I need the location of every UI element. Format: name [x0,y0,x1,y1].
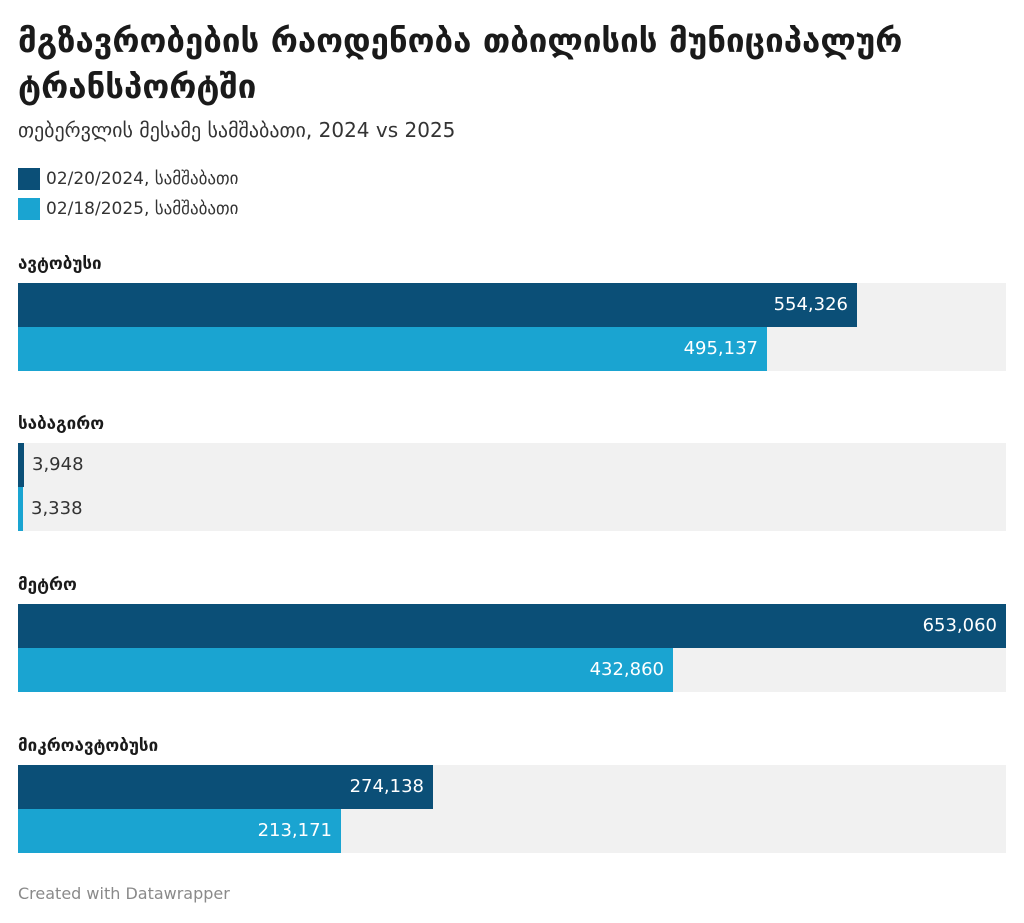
bar-track: 3,338 [18,487,1006,531]
bar-cable-car-2025 [18,487,23,531]
data-label: 213,171 [257,820,332,841]
bar-group-cable-car: საბაგირო 3,948 3,338 [18,413,1006,531]
category-label: მეტრო [18,575,77,595]
legend: 02/20/2024, სამშაბათი 02/18/2025, სამშაბ… [18,164,238,224]
data-label: 554,326 [773,294,848,315]
bar-track: 495,137 [18,327,1006,371]
bar-group-minibus: მიკროავტობუსი 274,138 213,171 [18,735,1006,853]
chart-title: მგზავრობების რაოდენობა თბილისის მუნიციპა… [18,21,903,106]
data-label: 653,060 [922,615,997,636]
data-label: 432,860 [589,659,664,680]
bar-track: 3,948 [18,443,1006,487]
bar-cable-car-2024 [18,443,24,487]
legend-swatch-2025 [18,198,40,220]
data-label: 274,138 [349,776,424,797]
bar-bus-2025 [18,327,767,371]
bar-track: 213,171 [18,809,1006,853]
legend-swatch-2024 [18,168,40,190]
data-label: 495,137 [683,338,758,359]
bar-metro-2024 [18,604,1006,648]
legend-label-2024: 02/20/2024, სამშაბათი [46,169,239,189]
legend-item-2025: 02/18/2025, სამშაბათი [18,194,238,224]
data-label: 3,338 [31,498,83,519]
bar-track: 432,860 [18,648,1006,692]
data-label: 3,948 [32,454,84,475]
bar-track: 653,060 [18,604,1006,648]
category-label: ავტობუსი [18,254,102,274]
footer-credit: Created with Datawrapper [18,884,230,903]
bar-minibus-2025 [18,809,341,853]
bar-bus-2024 [18,283,857,327]
bar-track: 274,138 [18,765,1006,809]
bar-group-bus: ავტობუსი 554,326 495,137 [18,253,1006,371]
bar-track: 554,326 [18,283,1006,327]
bar-metro-2025 [18,648,673,692]
legend-item-2024: 02/20/2024, სამშაბათი [18,164,238,194]
bar-minibus-2024 [18,765,433,809]
category-label: მიკროავტობუსი [18,736,159,756]
category-label: საბაგირო [18,414,105,434]
bar-group-metro: მეტრო 653,060 432,860 [18,574,1006,692]
legend-label-2025: 02/18/2025, სამშაბათი [46,199,239,219]
chart-subtitle: თებერვლის მესამე სამშაბათი, 2024 vs 2025 [18,118,456,142]
